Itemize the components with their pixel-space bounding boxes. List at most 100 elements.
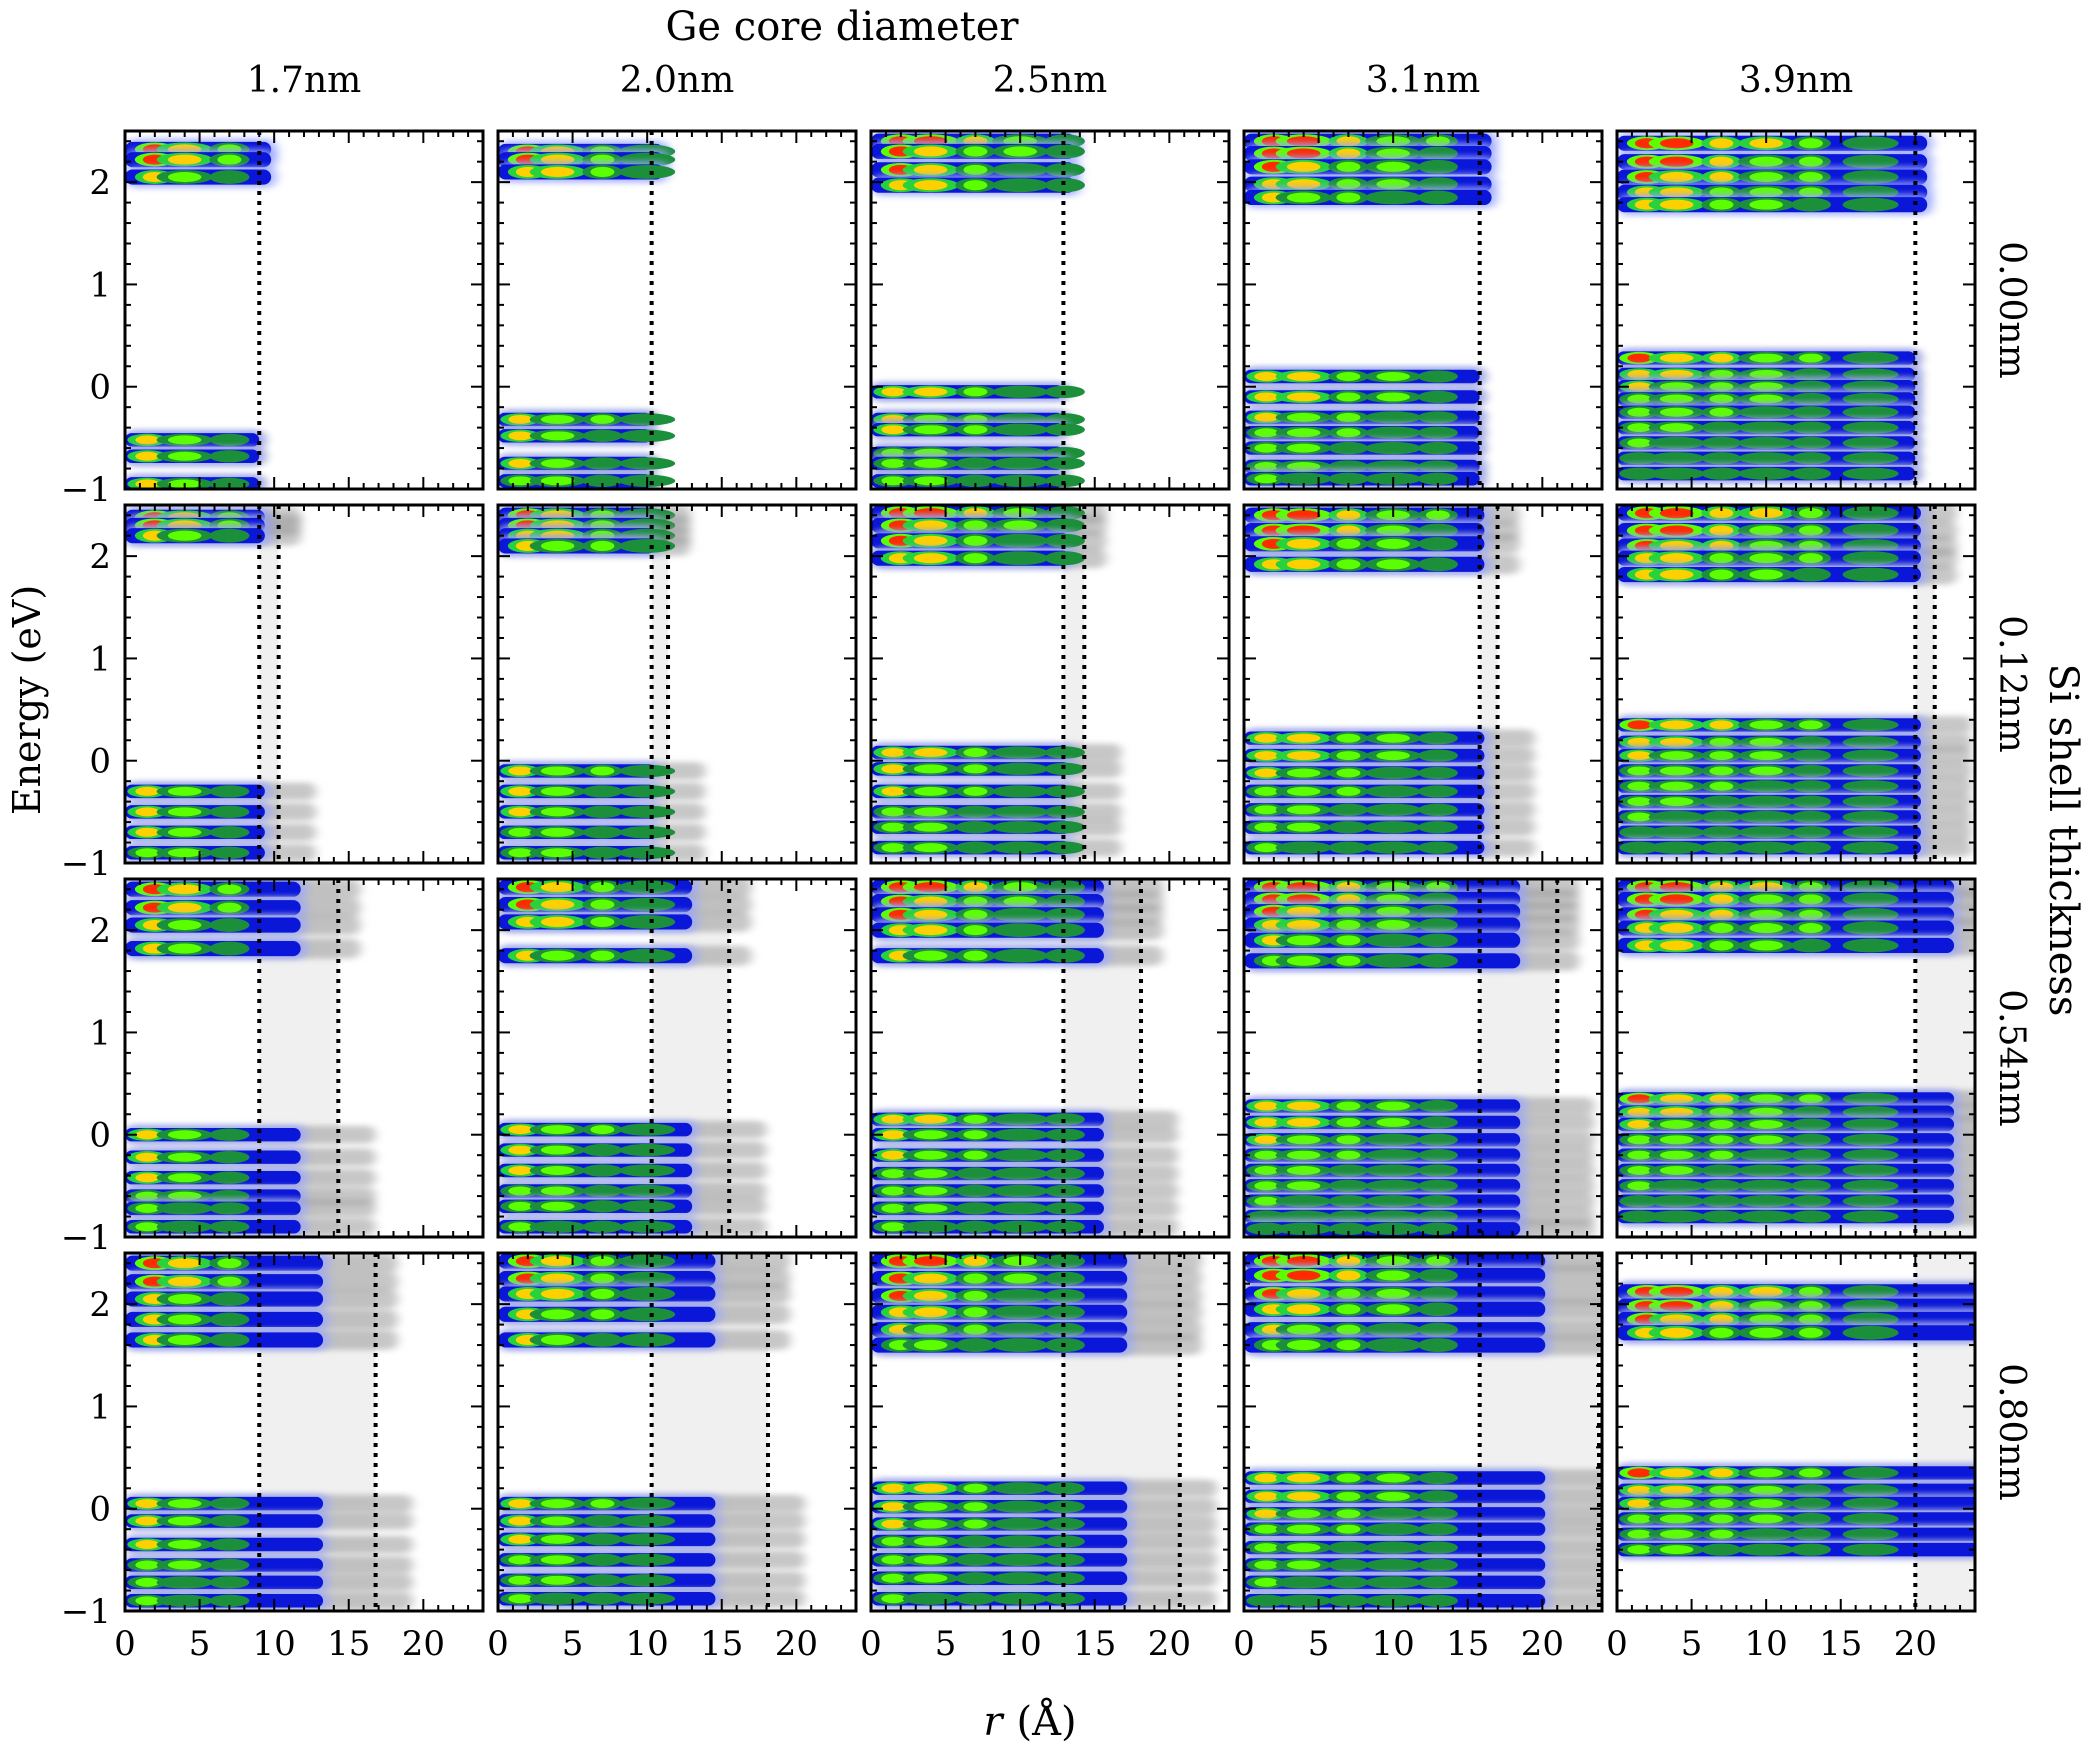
density-spot xyxy=(582,826,623,839)
density-spot xyxy=(992,746,1049,759)
density-spot xyxy=(209,1576,250,1589)
density-peak xyxy=(508,431,533,441)
density-spot xyxy=(1417,1541,1458,1554)
density-peak xyxy=(1425,510,1450,521)
density-spot xyxy=(1365,1576,1422,1589)
density-spot xyxy=(1328,1222,1369,1235)
density-spot xyxy=(1044,1553,1085,1567)
density-peak xyxy=(1627,353,1652,363)
density-spot xyxy=(209,1202,250,1215)
density-peak xyxy=(1254,474,1279,484)
density-spot xyxy=(955,841,996,854)
density-peak xyxy=(1659,1150,1694,1160)
density-spot xyxy=(955,1338,996,1352)
density-spot xyxy=(1417,390,1458,404)
density-spot xyxy=(1842,1149,1899,1162)
x-axis-unit: (Å) xyxy=(1017,1698,1077,1745)
density-peak xyxy=(1336,161,1361,172)
density-peak xyxy=(540,540,575,551)
density-peak xyxy=(1659,369,1694,379)
density-peak xyxy=(1749,1499,1783,1509)
x-tick-label: 10 xyxy=(999,1624,1042,1664)
density-peak xyxy=(1798,171,1823,183)
density-peak xyxy=(1003,1273,1037,1284)
density-spot xyxy=(1842,826,1899,839)
panel xyxy=(496,1251,858,1613)
density-spot xyxy=(1790,841,1831,854)
density-peak xyxy=(913,520,948,531)
density-spot xyxy=(1842,718,1899,732)
density-peak xyxy=(135,1222,160,1232)
density-peak xyxy=(590,1256,615,1267)
density-spot xyxy=(992,1482,1049,1495)
density-spot xyxy=(1842,1092,1899,1106)
density-spot xyxy=(1648,1195,1705,1208)
density-peak xyxy=(1286,161,1321,172)
density-peak xyxy=(508,766,533,776)
density-peak xyxy=(1709,1468,1734,1478)
panel-frame xyxy=(869,877,1231,1239)
density-peak xyxy=(135,1516,160,1526)
density-peak xyxy=(540,899,575,910)
density-spot xyxy=(1619,1210,1660,1223)
density-peak xyxy=(913,882,948,893)
density-peak xyxy=(590,950,615,961)
density-peak xyxy=(1286,392,1321,402)
density-peak xyxy=(1376,1101,1410,1111)
density-peak xyxy=(1286,510,1321,521)
density-peak xyxy=(1749,525,1783,536)
density-spot xyxy=(1044,1482,1085,1495)
x-axis-variable: r xyxy=(983,1699,1005,1745)
density-spot xyxy=(1648,1210,1705,1223)
x-tick-label: 15 xyxy=(1819,1624,1862,1664)
density-peak xyxy=(1254,1101,1279,1111)
density-spot xyxy=(209,1128,250,1141)
density-spot xyxy=(209,450,250,463)
density-peak xyxy=(963,1273,988,1284)
density-spot xyxy=(1738,1179,1795,1193)
density-peak xyxy=(1749,1120,1783,1129)
density-spot xyxy=(1417,933,1458,948)
density-spot xyxy=(992,533,1049,548)
density-peak xyxy=(913,1307,948,1318)
panel-frame xyxy=(496,503,858,865)
density-peak xyxy=(1336,1304,1361,1315)
density-spot xyxy=(1790,795,1831,808)
density-peak xyxy=(540,458,575,468)
density-spot xyxy=(1619,1195,1660,1208)
density-spot xyxy=(1417,1164,1458,1177)
density-peak xyxy=(913,535,948,546)
density-spot xyxy=(992,923,1049,938)
density-spot xyxy=(1842,452,1899,465)
density-peak xyxy=(1798,508,1823,519)
density-peak xyxy=(1336,1288,1361,1299)
density-peak xyxy=(881,1594,906,1604)
density-peak xyxy=(1798,525,1823,536)
density-peak xyxy=(508,1201,533,1211)
density-peak xyxy=(1798,1094,1823,1104)
density-spot xyxy=(1044,1572,1085,1585)
density-peak xyxy=(1336,751,1361,761)
density-peak xyxy=(1254,412,1279,422)
density-spot xyxy=(209,1594,250,1607)
density-peak xyxy=(540,1201,575,1211)
density-peak xyxy=(1798,156,1823,167)
density-peak xyxy=(540,1273,575,1284)
density-peak xyxy=(881,1150,906,1160)
density-spot xyxy=(1842,1528,1899,1541)
density-spot xyxy=(1328,441,1369,455)
density-peak xyxy=(963,1502,988,1512)
density-peak xyxy=(590,1288,615,1299)
density-spot xyxy=(209,846,250,859)
density-peak xyxy=(540,882,575,893)
density-peak xyxy=(508,1145,533,1155)
x-tick-label: 15 xyxy=(1073,1624,1116,1664)
density-spot xyxy=(1619,467,1660,480)
density-spot xyxy=(1417,1149,1458,1162)
density-spot xyxy=(1790,1133,1831,1146)
density-peak xyxy=(1709,751,1734,761)
density-peak xyxy=(1336,1524,1361,1534)
density-spot xyxy=(992,1592,1049,1605)
x-tick-label: 15 xyxy=(700,1624,743,1664)
density-spot xyxy=(529,1592,586,1605)
